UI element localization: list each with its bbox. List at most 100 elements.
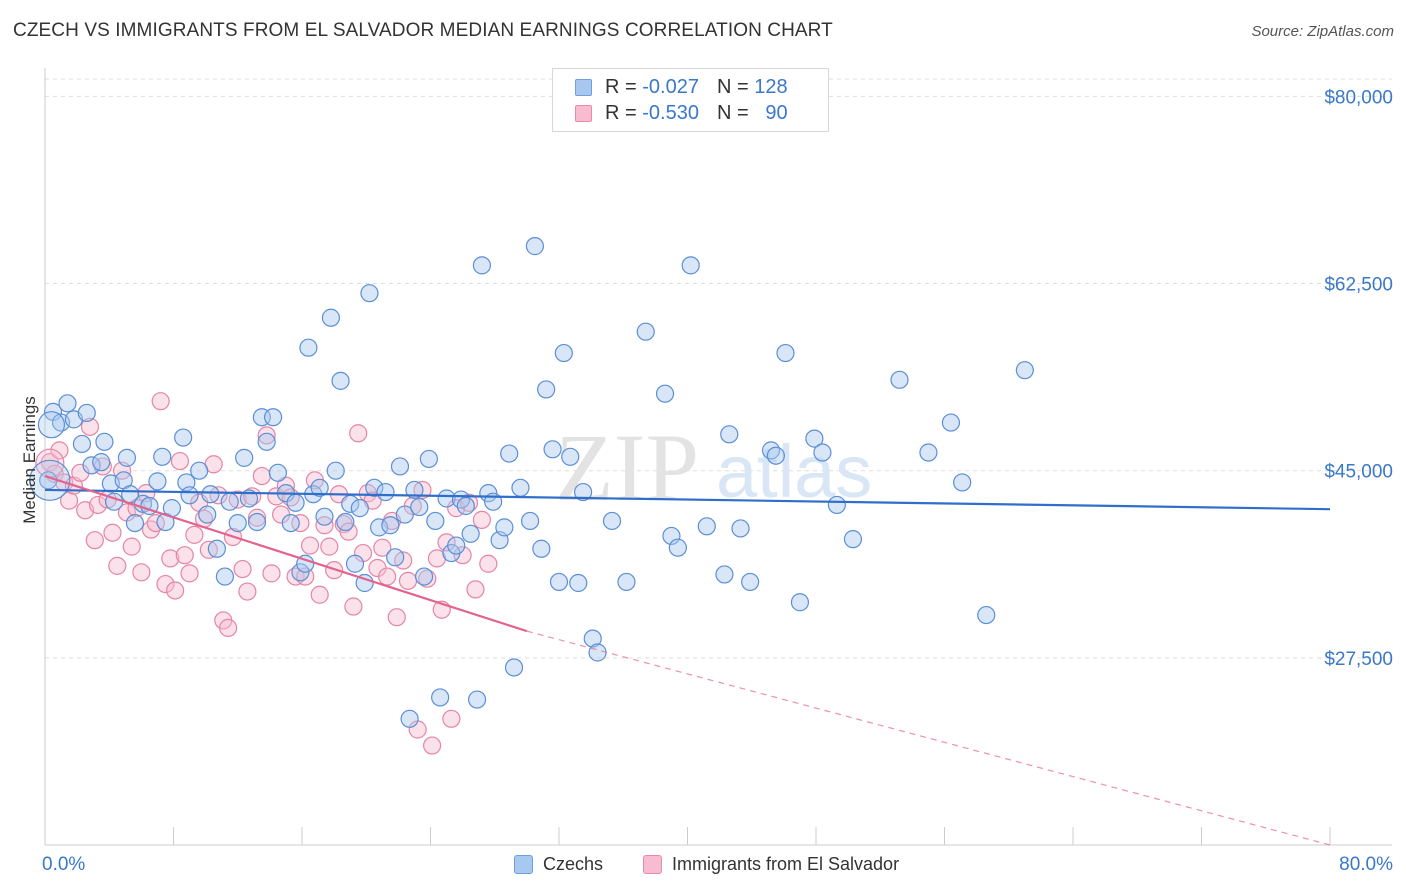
czech-point	[390, 457, 410, 476]
bottom-legend-salvador-label: Immigrants from El Salvador	[672, 853, 900, 874]
czech-point	[239, 489, 259, 508]
czech-point	[331, 371, 350, 390]
czech-point	[537, 380, 556, 399]
salvador-point	[238, 582, 257, 601]
bottom-legend-czechs-label: Czechs	[543, 853, 604, 874]
salvador-point	[85, 531, 104, 550]
salvador-point	[151, 392, 170, 411]
czech-point	[395, 505, 414, 524]
czech-point	[766, 446, 785, 465]
czech-point	[426, 511, 445, 531]
salvador-point	[161, 549, 180, 568]
czech-point	[813, 443, 832, 462]
czech-point	[583, 629, 602, 648]
salvador-point	[156, 574, 175, 594]
watermark-zip: ZIP	[555, 414, 699, 521]
salvador-point	[166, 581, 185, 600]
czech-point	[511, 478, 530, 497]
bottom-swatch-czechs	[514, 854, 533, 874]
czech-point	[617, 572, 636, 592]
salvador-point	[423, 736, 442, 755]
salvador-point	[466, 580, 485, 599]
salvador-point	[387, 608, 406, 627]
axes	[44, 68, 1392, 846]
czech-point	[520, 511, 540, 531]
legend-r-label: R =	[605, 75, 637, 98]
czech-point	[400, 709, 419, 728]
source-label: Source: ZipAtlas.com	[1251, 23, 1394, 40]
salvador-point	[291, 513, 310, 533]
czech-point	[681, 256, 700, 275]
salvador-point	[80, 417, 100, 436]
czech-point	[720, 425, 739, 444]
czech-point	[82, 456, 101, 475]
salvador-point	[437, 533, 456, 552]
czech-point	[315, 507, 334, 526]
czech-point	[662, 526, 681, 546]
watermark-atlas: atlas	[716, 430, 872, 513]
czech-point	[405, 480, 424, 500]
czech-point	[953, 473, 972, 492]
czech-point	[561, 447, 580, 466]
czech-point	[207, 539, 226, 558]
czech-point	[525, 237, 545, 256]
salvador-point	[320, 537, 339, 556]
czech-point	[655, 384, 675, 403]
legend-row-salvador: R = -0.530 N = 90	[575, 100, 788, 126]
czech-point	[148, 472, 167, 491]
legend-row-czechs: R = -0.027 N = 128	[575, 74, 788, 100]
czech-point	[77, 403, 96, 423]
czech-point	[291, 563, 310, 582]
legend-r-value: -0.530	[642, 101, 699, 124]
czech-point	[602, 511, 622, 531]
bottom-legend-czechs: Czechs	[514, 852, 603, 876]
salvador-point	[257, 426, 276, 445]
salvador-point	[146, 513, 165, 533]
salvador-point	[349, 424, 368, 443]
czech-point	[504, 658, 524, 677]
czech-point	[336, 512, 355, 532]
salvador-point	[310, 585, 329, 604]
salvador-point	[185, 525, 204, 544]
chart-title: CZECH VS IMMIGRANTS FROM EL SALVADOR MED…	[13, 20, 833, 41]
czech-point	[431, 688, 450, 707]
czech-point	[668, 538, 687, 557]
czech-point	[588, 643, 607, 662]
y-tick-label: $27,500	[1324, 649, 1393, 670]
watermark: ZIP atlas	[555, 414, 872, 521]
czech-point	[573, 482, 593, 502]
czech-point	[263, 408, 283, 427]
czech-point	[549, 572, 569, 592]
y-axis-title: Median Earnings	[20, 396, 39, 524]
czech-point	[286, 493, 305, 512]
czech-point	[257, 432, 276, 451]
czech-point	[72, 434, 92, 454]
czech-point	[919, 443, 938, 462]
czech-point	[697, 517, 716, 536]
czech-point	[472, 256, 491, 275]
czech-point	[95, 432, 114, 451]
salvador-point	[373, 538, 392, 557]
czech-point	[321, 308, 341, 327]
salvador-point	[479, 554, 498, 573]
czech-point	[247, 512, 267, 532]
czech-point	[437, 489, 456, 508]
czech-point	[569, 573, 588, 593]
czech-point	[190, 461, 209, 480]
bottom-swatch-salvador	[643, 854, 662, 874]
czech-point	[281, 513, 300, 533]
bottom-legend-salvador: Immigrants from El Salvador	[643, 852, 899, 876]
czech-point-cluster	[37, 411, 66, 439]
czech-point	[414, 567, 434, 586]
czech-point	[827, 495, 846, 515]
y-tick-label: $62,500	[1324, 275, 1393, 296]
salvador-point	[108, 556, 127, 575]
czech-point	[741, 572, 760, 592]
czech-point	[410, 497, 429, 517]
x-tick-label: 80.0%	[1339, 854, 1393, 875]
czech-point	[386, 548, 405, 567]
salvador-point	[339, 522, 358, 541]
czech-point	[174, 428, 193, 447]
czech-point	[776, 343, 795, 363]
